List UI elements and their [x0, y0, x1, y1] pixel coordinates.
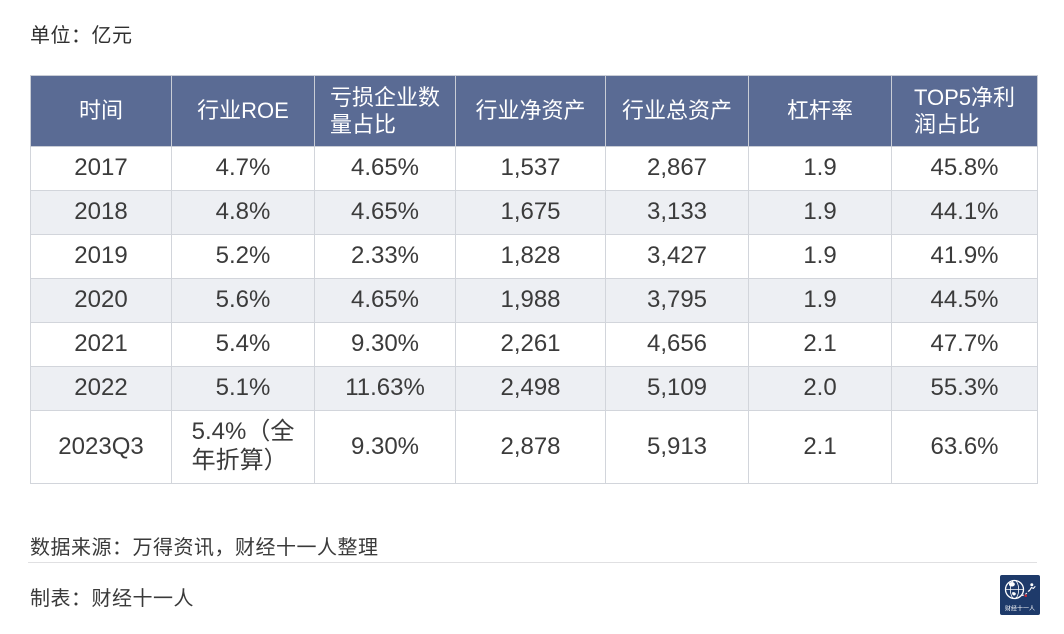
table-cell: 4.65% [314, 278, 456, 323]
column-header-roe: 行业ROE [171, 75, 315, 147]
table-cell: 5,109 [605, 366, 749, 411]
table-cell: 1.9 [748, 146, 892, 191]
table-row-2019: 2019 5.2% 2.33% 1,828 3,427 1.9 41.9% [30, 234, 1038, 279]
table-cell: 55.3% [891, 366, 1038, 411]
table-cell: 4.65% [314, 146, 456, 191]
column-header-time: 时间 [30, 75, 172, 147]
column-header-net-assets: 行业净资产 [455, 75, 606, 147]
table-cell: 4.7% [171, 146, 315, 191]
table-row-2018: 2018 4.8% 4.65% 1,675 3,133 1.9 44.1% [30, 190, 1038, 235]
runner-icon [1028, 583, 1036, 592]
table-cell: 2,878 [455, 410, 606, 484]
column-header-label: 行业ROE [197, 98, 289, 124]
table-row-2023q3: 2023Q3 5.4%（全 年折算） 9.30% 2,878 5,913 2.1… [30, 410, 1038, 484]
logo-text: 财经十一人 [1005, 605, 1035, 613]
table-cell: 45.8% [891, 146, 1038, 191]
table-cell: 4.8% [171, 190, 315, 235]
table-cell: 1.9 [748, 190, 892, 235]
column-header-top5-profit-share: TOP5净利 润占比 [891, 75, 1038, 147]
table-row-2021: 2021 5.4% 9.30% 2,261 4,656 2.1 47.7% [30, 322, 1038, 367]
red-accent-dot [1024, 594, 1027, 597]
unit-label: 单位：亿元 [30, 25, 133, 47]
table-cell: 4.65% [314, 190, 456, 235]
table-cell: 41.9% [891, 234, 1038, 279]
table-cell: 2.1 [748, 410, 892, 484]
table-cell: 47.7% [891, 322, 1038, 367]
column-header-label: 行业净资产 [475, 98, 586, 124]
table-cell: 2.33% [314, 234, 456, 279]
table-cell: 5.4%（全 年折算） [171, 410, 315, 484]
table-cell: 4,656 [605, 322, 749, 367]
table-cell: 5.4% [171, 322, 315, 367]
table-row-2020: 2020 5.6% 4.65% 1,988 3,795 1.9 44.5% [30, 278, 1038, 323]
column-header-label: 行业总资产 [621, 98, 732, 124]
table-cell: 2,867 [605, 146, 749, 191]
table-cell: 5,913 [605, 410, 749, 484]
table-row-2022: 2022 5.1% 11.63% 2,498 5,109 2.0 55.3% [30, 366, 1038, 411]
table-cell: 63.6% [891, 410, 1038, 484]
table-row-2017: 2017 4.7% 4.65% 1,537 2,867 1.9 45.8% [30, 146, 1038, 191]
column-header-label: TOP5净利 润占比 [913, 84, 1016, 138]
table-cell: 1,675 [455, 190, 606, 235]
column-header-label: 亏损企业数 量占比 [329, 84, 440, 138]
credit-note: 制表：财经十一人 [30, 588, 194, 610]
column-header-leverage: 杠杆率 [748, 75, 892, 147]
table-header-row: 时间 行业ROE 亏损企业数 量占比 行业净资产 行业总资产 杠杆率 TOP5净… [30, 75, 1038, 147]
table-cell: 9.30% [314, 322, 456, 367]
column-header-total-assets: 行业总资产 [605, 75, 749, 147]
table-cell: 2,261 [455, 322, 606, 367]
table-cell: 2018 [30, 190, 172, 235]
table-cell: 2023Q3 [30, 410, 172, 484]
table-cell: 2019 [30, 234, 172, 279]
table-cell: 3,795 [605, 278, 749, 323]
column-header-label: 杠杆率 [786, 98, 853, 124]
roe-annualized-value: 5.4%（全 年折算） [191, 418, 295, 474]
column-header-loss-ratio: 亏损企业数 量占比 [314, 75, 456, 147]
table-cell: 44.5% [891, 278, 1038, 323]
table-cell: 2021 [30, 322, 172, 367]
dashed-trail [1021, 589, 1030, 596]
table-cell: 1.9 [748, 234, 892, 279]
table-cell: 2017 [30, 146, 172, 191]
footer-divider [28, 562, 1037, 563]
table-cell: 9.30% [314, 410, 456, 484]
table-cell: 5.2% [171, 234, 315, 279]
table-cell: 1,988 [455, 278, 606, 323]
source-note: 数据来源：万得资讯，财经十一人整理 [30, 537, 379, 559]
table-cell: 11.63% [314, 366, 456, 411]
globe-icon [1004, 579, 1025, 600]
publisher-logo-icon: 财经十一人 [1000, 575, 1040, 615]
industry-data-table: 时间 行业ROE 亏损企业数 量占比 行业净资产 行业总资产 杠杆率 TOP5净… [30, 75, 1038, 484]
table-cell: 3,427 [605, 234, 749, 279]
table-cell: 5.1% [171, 366, 315, 411]
table-cell: 1,828 [455, 234, 606, 279]
table-cell: 2020 [30, 278, 172, 323]
table-cell: 2.0 [748, 366, 892, 411]
table-cell: 1,537 [455, 146, 606, 191]
column-header-label: 时间 [78, 98, 123, 124]
table-cell: 2,498 [455, 366, 606, 411]
table-cell: 3,133 [605, 190, 749, 235]
table-cell: 44.1% [891, 190, 1038, 235]
table-cell: 2.1 [748, 322, 892, 367]
table-cell: 2022 [30, 366, 172, 411]
table-cell: 1.9 [748, 278, 892, 323]
table-cell: 5.6% [171, 278, 315, 323]
